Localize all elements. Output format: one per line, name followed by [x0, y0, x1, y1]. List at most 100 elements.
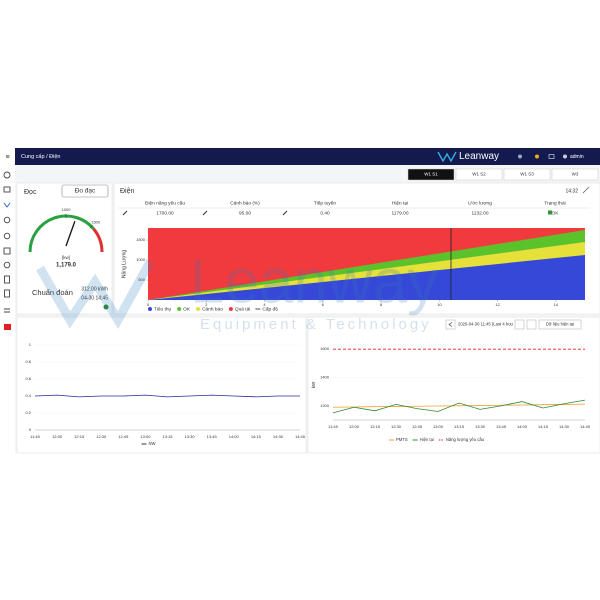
- x-tick-label: 12:00: [52, 434, 63, 439]
- current-data-label[interactable]: Dữ liệu hiện tại: [546, 322, 574, 327]
- x-tick-label: 0: [147, 302, 150, 307]
- y-tick-label: 1000: [136, 257, 146, 262]
- tab[interactable]: [455, 168, 503, 181]
- column-header: Hiện tại: [392, 200, 408, 206]
- sidebar-icon[interactable]: [3, 186, 11, 193]
- sidebar-icon[interactable]: [3, 171, 11, 179]
- range-label[interactable]: 2020-04-30 11:45 (Last 4 hou: [458, 322, 514, 327]
- x-tick-label: 11:45: [30, 434, 40, 439]
- energy: 312.00 kWh: [81, 286, 108, 292]
- y-tick-label: 500: [138, 277, 145, 282]
- cell: OK: [552, 210, 560, 216]
- x-tick-label: 13:00: [433, 424, 444, 429]
- reading-title: Đọc: [24, 189, 37, 196]
- y-tick-label: 1200: [320, 403, 330, 408]
- x-tick-label: 14:00: [229, 434, 240, 439]
- measure-button-label[interactable]: Đo đạc: [75, 188, 96, 195]
- current-data-button[interactable]: [538, 319, 582, 330]
- sidebar: [0, 148, 15, 453]
- user-icon[interactable]: [563, 154, 567, 159]
- x-tick-label: 12:45: [118, 434, 129, 439]
- tab-label[interactable]: W1 S2: [472, 172, 486, 177]
- x-tick-label: 12:00: [349, 424, 360, 429]
- gauge-tick-label: 1000: [62, 207, 72, 212]
- reading-card: [16, 182, 113, 315]
- prev-button[interactable]: [445, 319, 456, 330]
- legend-marker: [177, 307, 182, 311]
- expand-icon[interactable]: [582, 186, 590, 194]
- y-tick-label: 0.6: [25, 376, 31, 381]
- x-tick-label: 13:15: [454, 424, 465, 429]
- tab-label[interactable]: W3: [572, 172, 579, 177]
- sidebar-icon[interactable]: [3, 261, 11, 269]
- gauge-value: 1,179.0: [56, 263, 77, 269]
- tab-label[interactable]: W1 S3: [520, 172, 534, 177]
- status-dot: [103, 304, 109, 310]
- settings-icon[interactable]: [535, 154, 539, 159]
- tab[interactable]: [407, 168, 455, 181]
- sidebar-icon[interactable]: [4, 308, 10, 313]
- legend-label: OK: [183, 306, 191, 312]
- status-square: [548, 210, 552, 215]
- edit-icon[interactable]: [518, 154, 522, 159]
- legend-label: NW: [149, 441, 156, 446]
- legend-label: Năng lượng yêu cầu: [446, 437, 485, 442]
- sidebar-icon[interactable]: [3, 202, 11, 208]
- x-tick-label: 12:30: [391, 424, 402, 429]
- diagnosis-title: Chuẩn đoán: [32, 288, 73, 297]
- user-name[interactable]: admin: [570, 154, 584, 160]
- sidebar-icon[interactable]: [3, 247, 11, 255]
- tab[interactable]: [551, 168, 599, 181]
- tab[interactable]: [503, 168, 551, 181]
- menu-icon[interactable]: ≡: [5, 154, 9, 161]
- prev-icon: [448, 322, 453, 327]
- x-tick-label: 14: [554, 302, 559, 307]
- legend-marker: [196, 307, 201, 311]
- lock-icon[interactable]: [4, 324, 11, 330]
- x-tick-label: 14:30: [273, 434, 284, 439]
- calendar-button[interactable]: [514, 319, 525, 330]
- edit-icon[interactable]: [282, 210, 288, 216]
- gauge-unit: [kw]: [62, 255, 70, 260]
- trend-card: [16, 316, 307, 454]
- x-tick-label: 14:15: [538, 424, 549, 429]
- gauge-band: [92, 227, 104, 253]
- timestamp: 04-30 14:45: [81, 295, 108, 301]
- x-tick-label: 13:45: [207, 434, 218, 439]
- x-tick-label: 10: [437, 302, 442, 307]
- legend-marker: [228, 307, 233, 311]
- legend-label: Tiêu thụ: [154, 306, 171, 312]
- next-button[interactable]: [526, 319, 537, 330]
- y-tick-label: 1400: [320, 375, 330, 380]
- top-bar: [15, 148, 600, 165]
- cell: 0.40: [320, 210, 330, 216]
- gauge-band: [28, 214, 95, 253]
- logo-mark: [437, 151, 457, 163]
- line: [34, 394, 300, 398]
- sidebar-icon[interactable]: [3, 232, 11, 240]
- line: [332, 399, 586, 414]
- edit-icon[interactable]: [202, 210, 208, 216]
- logo: Leanway: [459, 151, 499, 162]
- x-tick-label: 12:15: [370, 424, 381, 429]
- column-header: Ước lượng: [468, 200, 492, 206]
- x-tick-label: 14:45: [295, 434, 306, 439]
- sidebar-icon[interactable]: [3, 216, 11, 224]
- y-tick-label: 1: [29, 342, 32, 347]
- column-header: Tiếp tuyến: [314, 200, 337, 206]
- cell: 1179.00: [392, 210, 409, 216]
- sidebar-icon[interactable]: [4, 275, 10, 284]
- power-y-label: Năng Lượng: [121, 250, 127, 279]
- y-tick-label: 1600: [320, 346, 330, 351]
- sidebar-icon[interactable]: [4, 289, 10, 298]
- legend-marker: [148, 307, 152, 311]
- x-tick-label: 13:45: [496, 424, 507, 429]
- column-header: Cảnh báo (%): [230, 200, 260, 206]
- cell: 1700.00: [156, 210, 174, 216]
- measure-button[interactable]: [61, 184, 109, 198]
- edit-icon[interactable]: [122, 210, 128, 216]
- tab-label[interactable]: W1 S1: [424, 172, 438, 177]
- mail-icon[interactable]: [548, 154, 555, 159]
